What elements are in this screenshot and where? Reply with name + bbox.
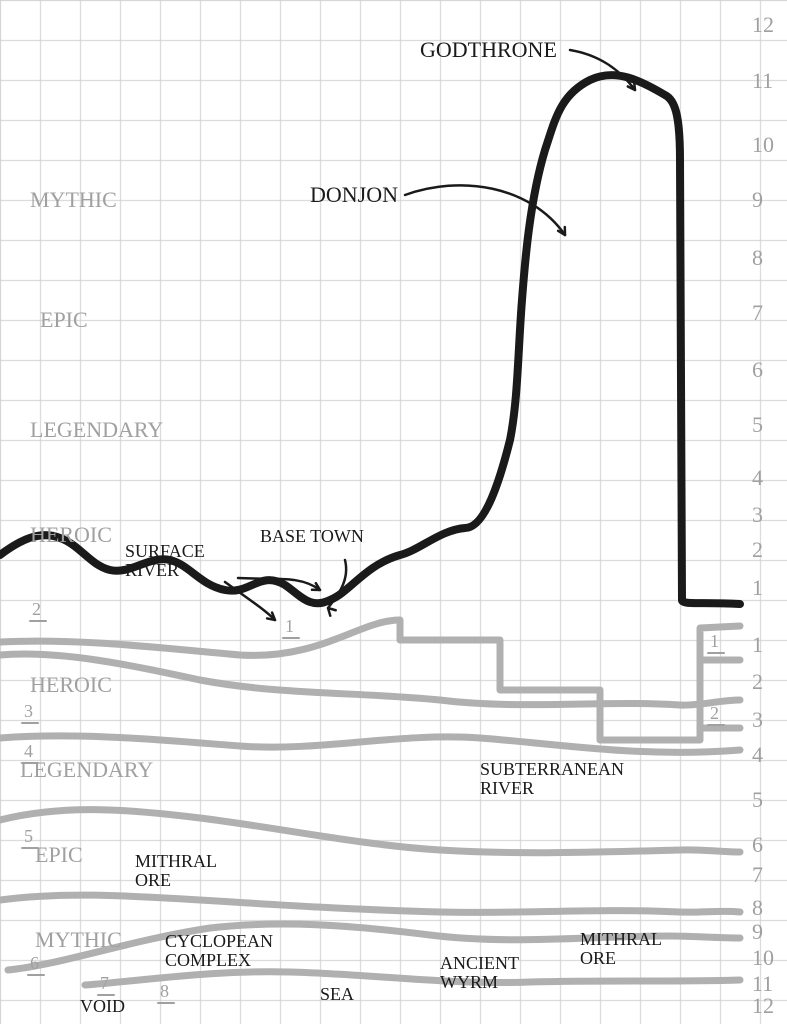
diagram-svg — [0, 0, 787, 1024]
diagram-label: BASE TOWN — [260, 527, 364, 546]
diagram-label: ANCIENT WYRM — [440, 954, 519, 992]
right-tick: 12 — [752, 13, 774, 36]
right-tick: 10 — [752, 133, 774, 156]
right-tick: 6 — [752, 358, 763, 381]
right-tick: 2 — [752, 670, 763, 693]
right-tick: 1 — [752, 576, 763, 599]
right-tick: 9 — [752, 920, 763, 943]
right-tick: 9 — [752, 188, 763, 211]
tier-label: EPIC — [35, 843, 83, 866]
right-tick: 11 — [752, 69, 773, 92]
diagram-label: GODTHRONE — [420, 38, 557, 61]
tier-label: HEROIC — [30, 523, 112, 546]
diagram-label: VOID — [80, 997, 125, 1016]
zone-number: 4 — [24, 742, 33, 761]
tier-label: HEROIC — [30, 673, 112, 696]
right-tick: 3 — [752, 708, 763, 731]
diagram-label: DONJON — [310, 183, 398, 206]
diagram-label: MITHRAL ORE — [580, 930, 662, 968]
zone-number: 1 — [710, 632, 719, 651]
right-tick: 11 — [752, 972, 773, 995]
right-tick: 1 — [752, 633, 763, 656]
right-tick: 4 — [752, 466, 763, 489]
right-tick: 8 — [752, 246, 763, 269]
zone-number: 2 — [32, 600, 41, 619]
diagram-label: MITHRAL ORE — [135, 852, 217, 890]
zone-number: 7 — [100, 974, 109, 993]
zone-number: 8 — [160, 982, 169, 1001]
right-tick: 6 — [752, 833, 763, 856]
zone-number: 1 — [285, 617, 294, 636]
zone-number: 6 — [30, 954, 39, 973]
right-tick: 7 — [752, 301, 763, 324]
right-tick: 7 — [752, 863, 763, 886]
right-tick: 8 — [752, 896, 763, 919]
right-tick: 5 — [752, 788, 763, 811]
right-tick: 2 — [752, 538, 763, 561]
right-tick: 4 — [752, 743, 763, 766]
diagram-label: SEA — [320, 985, 354, 1004]
diagram-label: SURFACE RIVER — [125, 542, 205, 580]
diagram-label: SUBTERRANEAN RIVER — [480, 760, 624, 798]
right-tick: 5 — [752, 413, 763, 436]
tier-label: LEGENDARY — [20, 758, 153, 781]
right-tick: 12 — [752, 994, 774, 1017]
tier-label: MYTHIC — [35, 928, 122, 951]
tier-label: MYTHIC — [30, 188, 117, 211]
right-tick: 10 — [752, 946, 774, 969]
zone-number: 5 — [24, 827, 33, 846]
diagram-label: CYCLOPEAN COMPLEX — [165, 932, 273, 970]
zone-number: 3 — [24, 702, 33, 721]
tier-label: LEGENDARY — [30, 418, 163, 441]
tier-label: EPIC — [40, 308, 88, 331]
zone-number: 2 — [710, 704, 719, 723]
right-tick: 3 — [752, 503, 763, 526]
